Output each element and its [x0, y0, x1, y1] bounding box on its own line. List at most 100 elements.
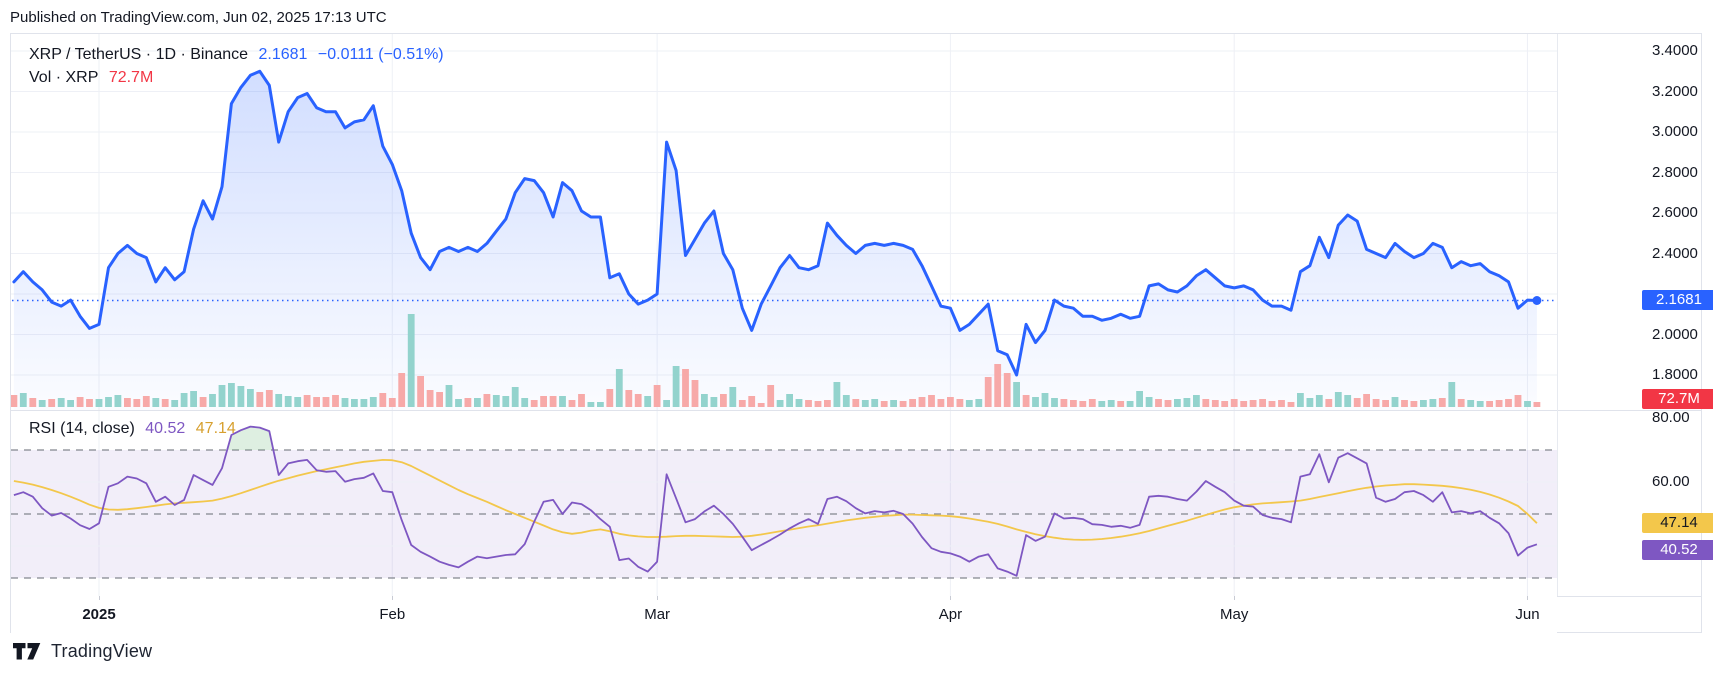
volume-bar	[1420, 400, 1427, 407]
volume-bar	[360, 399, 368, 407]
volume-bar	[691, 380, 699, 407]
volume-bar	[265, 390, 273, 407]
volume-bar	[11, 395, 18, 407]
published-caption: Published on TradingView.com, Jun 02, 20…	[10, 9, 387, 26]
volume-bar	[76, 397, 84, 407]
volume-bar	[861, 400, 869, 407]
time-axis-label: Apr	[938, 606, 963, 623]
volume-bar	[1363, 394, 1370, 407]
time-tick	[392, 596, 394, 600]
volume-bar	[57, 398, 65, 407]
volume-bar	[502, 396, 510, 407]
volume-bar	[332, 395, 339, 407]
time-axis-label: 2025	[82, 606, 116, 623]
volume-bar	[1457, 399, 1465, 407]
volume-bar	[909, 399, 916, 407]
volume-bar	[899, 401, 907, 407]
volume-bar	[398, 373, 406, 407]
volume-bar	[1051, 398, 1058, 407]
volume-bar	[1315, 395, 1323, 407]
time-axis[interactable]: 2025 Feb Mar Apr May Jun	[11, 596, 1557, 633]
volume-bar	[133, 399, 141, 407]
volume-bar	[814, 401, 822, 407]
symbol-title: XRP / TetherUS · 1D · Binance	[29, 46, 249, 63]
volume-bar	[67, 400, 74, 407]
volume-bar	[1107, 400, 1115, 407]
price-tick-label: 3.4000	[1652, 42, 1698, 59]
volume-bar	[1297, 393, 1304, 407]
volume-bar	[871, 399, 879, 407]
volume-bar	[1032, 397, 1039, 407]
rsi-badge: 40.52	[1642, 540, 1713, 561]
volume-bar	[1334, 392, 1342, 407]
volume-bar	[786, 394, 793, 407]
volume-bar	[417, 376, 424, 407]
volume-bar	[152, 398, 160, 407]
volume-bar	[1013, 382, 1020, 407]
volume-bar	[86, 399, 93, 407]
volume-bar	[984, 377, 992, 407]
price-axis[interactable]: 3.4000 3.2000 3.0000 2.8000 2.6000 2.4000 2.00…	[1557, 34, 1713, 596]
volume-bar	[852, 399, 860, 407]
volume-bar	[171, 400, 179, 407]
volume-bar	[890, 400, 897, 407]
volume-bar	[455, 399, 462, 407]
volume-bar	[445, 385, 453, 407]
tradingview-logo[interactable]: TradingView	[13, 641, 152, 662]
volume-bar	[720, 394, 727, 407]
volume-bar	[776, 400, 784, 407]
rsi-value: 40.52	[145, 420, 186, 437]
volume-bar	[928, 395, 935, 407]
chart-plot-area[interactable]	[11, 34, 1557, 633]
volume-bar	[1524, 401, 1531, 407]
volume-bar	[436, 392, 443, 407]
volume-bar	[38, 400, 46, 407]
volume-bar	[483, 394, 491, 407]
volume-bar	[1003, 373, 1011, 407]
pane-separator	[11, 410, 1701, 411]
volume-bar	[351, 399, 358, 407]
volume-bar	[1353, 398, 1361, 407]
volume-bar	[578, 394, 585, 407]
volume-bar	[1410, 401, 1418, 407]
volume-bar	[549, 396, 557, 407]
rsi-tick-label: 60.00	[1652, 473, 1690, 490]
volume-bar	[1079, 401, 1087, 407]
volume-bar	[672, 366, 680, 407]
volume-bar	[767, 385, 775, 407]
volume-bar	[1117, 401, 1125, 407]
volume-bar	[947, 397, 954, 407]
current-price-badge: 2.1681	[1642, 290, 1713, 311]
volume-bar	[1429, 399, 1437, 407]
volume-bar	[710, 397, 718, 407]
symbol-legend: XRP / TetherUS · 1D · Binance 2.1681 −0.…	[29, 46, 450, 64]
volume-bar	[474, 398, 481, 407]
chart-widget: 3.4000 3.2000 3.0000 2.8000 2.6000 2.4000 2.00…	[10, 33, 1713, 633]
price-tick-label: 2.8000	[1652, 163, 1698, 181]
volume-bar	[1041, 393, 1049, 407]
volume-bar	[937, 399, 945, 407]
volume-bar	[1401, 400, 1408, 407]
time-axis-label: May	[1220, 606, 1249, 623]
volume-bar	[1391, 397, 1399, 407]
volume-bar	[1486, 401, 1493, 407]
volume-bar	[1344, 395, 1352, 407]
volume-bar	[426, 390, 434, 407]
volume-bar	[218, 385, 226, 407]
volume-bar	[29, 398, 37, 407]
volume-bar	[124, 398, 131, 407]
volume-bar	[209, 394, 216, 407]
volume-bar	[161, 399, 169, 407]
volume-bar	[1193, 395, 1200, 407]
volume-bar	[1183, 398, 1191, 407]
volume-bar	[738, 400, 746, 407]
time-tick	[1527, 596, 1529, 600]
volume-legend: Vol · XRP 72.7M	[29, 69, 159, 87]
volume-bar	[1467, 400, 1475, 407]
volume-bar	[1306, 398, 1314, 407]
volume-bar	[653, 385, 661, 407]
tradingview-mark-icon	[13, 643, 41, 660]
volume-bar	[341, 398, 349, 407]
volume-bar	[1145, 397, 1153, 407]
